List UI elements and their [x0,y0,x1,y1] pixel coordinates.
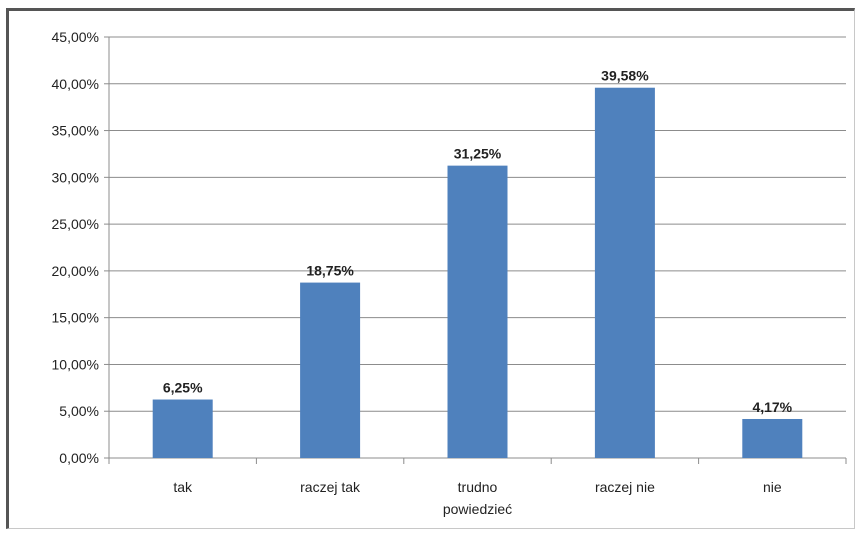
data-label: 31,25% [454,146,502,162]
y-tick-label: 25,00% [52,216,99,232]
y-tick-label: 20,00% [52,263,99,279]
category-label: trudno powiedzieć [443,479,512,517]
chart-frame [6,8,855,529]
data-label: 4,17% [752,399,792,415]
category-label: raczej nie [595,479,655,495]
bar [447,165,508,458]
y-tick-label: 5,00% [59,403,99,419]
bar [300,282,361,458]
y-tick-label: 15,00% [52,310,99,326]
bar [594,87,655,459]
data-label: 39,58% [601,68,649,84]
category-label: tak [173,479,193,495]
y-tick-label: 45,00% [52,29,99,45]
y-tick-label: 35,00% [52,123,99,139]
bar [152,399,213,458]
category-label: nie [763,479,782,495]
bar [742,418,803,458]
y-tick-label: 0,00% [59,450,99,466]
data-label: 18,75% [306,263,354,279]
y-tick-label: 40,00% [52,76,99,92]
data-label: 6,25% [163,380,203,396]
y-tick-label: 10,00% [52,356,99,372]
category-label: raczej tak [300,479,361,495]
y-tick-label: 30,00% [52,169,99,185]
